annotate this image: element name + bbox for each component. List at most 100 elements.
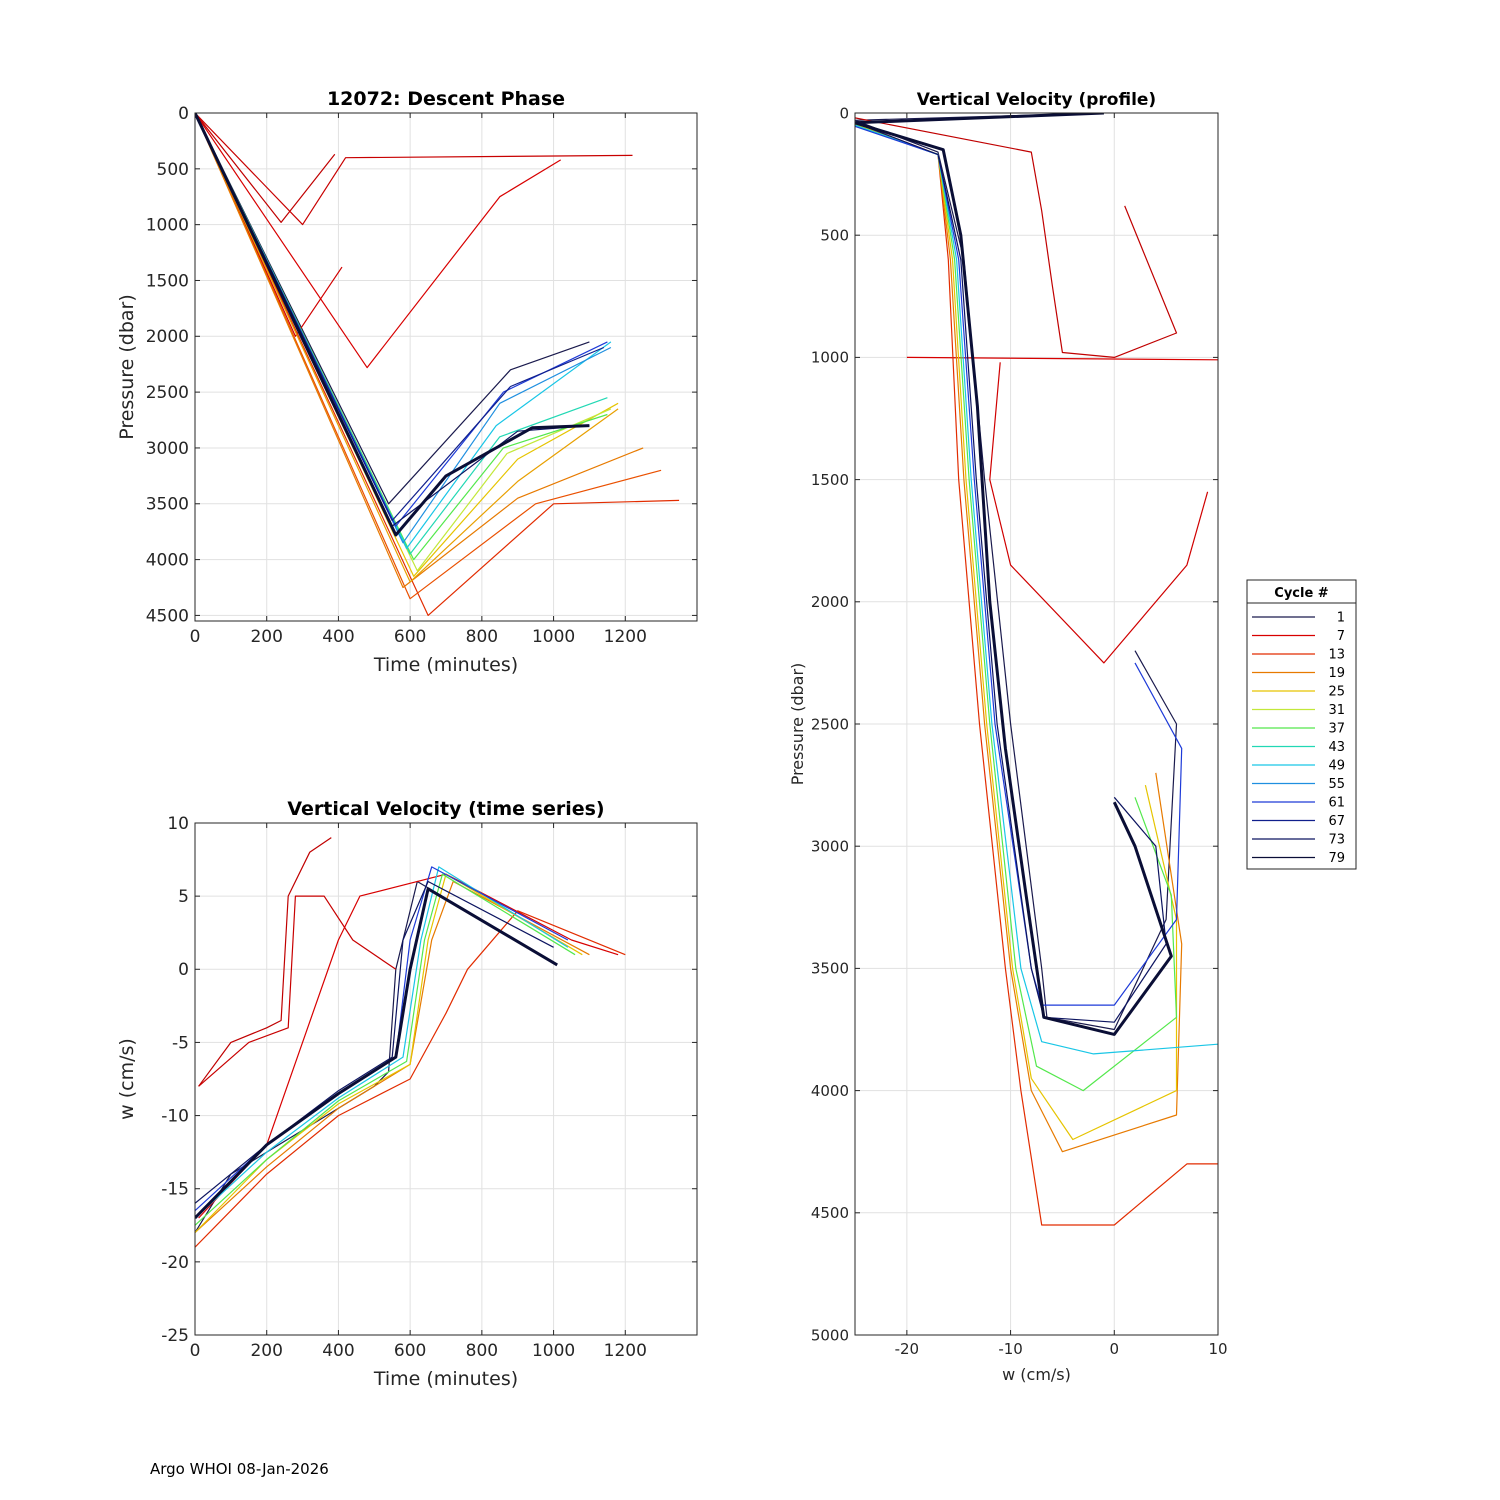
y-tick-label: 0 <box>178 960 189 980</box>
y-tick-label: 2500 <box>146 383 189 403</box>
x-tick-label: -10 <box>998 1340 1023 1358</box>
y-tick-label: -5 <box>172 1033 189 1053</box>
y-tick-label: 1000 <box>146 216 189 236</box>
y-tick-label: 500 <box>820 226 849 244</box>
y-tick-label: 3000 <box>146 439 189 459</box>
descent-phase-plot: 0 200 400 600 800 1000 1200 0 500 1000 1500 2000 250… <box>116 88 698 676</box>
y-tick-label: -25 <box>161 1326 189 1346</box>
series-line-cycle-19 <box>855 123 1183 1153</box>
y-tick-label: 1500 <box>146 271 189 291</box>
legend-label-19: 19 <box>1328 666 1345 681</box>
y-tick-label: 5000 <box>811 1326 849 1344</box>
y-tick-label: 4500 <box>146 606 189 626</box>
y-tick-label: 3000 <box>811 837 849 855</box>
series-group <box>195 113 680 617</box>
legend-label-67: 67 <box>1328 814 1345 829</box>
legend-label-55: 55 <box>1328 777 1345 792</box>
x-tick-label: 400 <box>322 627 354 647</box>
y-tick-label: 500 <box>157 160 189 180</box>
x-tick-label: 200 <box>250 1341 282 1361</box>
series-line-cycle-7 <box>195 113 562 369</box>
series-line-cycle-13 <box>195 910 626 1248</box>
y-axis-label: w (cm/s) <box>116 1038 138 1120</box>
y-tick-label: 4000 <box>146 551 189 571</box>
x-tick-label: 10 <box>1208 1340 1227 1358</box>
series-group <box>195 837 626 1248</box>
chart-title: Vertical Velocity (profile) <box>917 90 1156 110</box>
legend-label-79: 79 <box>1328 851 1345 866</box>
x-tick-label: 600 <box>394 627 426 647</box>
y-tick-label: 4000 <box>811 1082 849 1100</box>
y-tick-label: 0 <box>839 104 849 122</box>
series-group <box>855 113 1218 1226</box>
series-line-cycle-37 <box>855 124 1178 1092</box>
series-line-cycle-3 <box>855 117 1178 358</box>
series-line-cycle-13 <box>855 122 1218 1226</box>
x-axis-label: w (cm/s) <box>1002 1365 1071 1384</box>
x-tick-label: 1200 <box>604 627 647 647</box>
x-tick-label: 800 <box>466 1341 498 1361</box>
legend-label-37: 37 <box>1328 722 1345 737</box>
series-line-cycle-9 <box>989 362 1209 664</box>
series-line-cycle-49 <box>855 124 1218 1055</box>
legend-label-43: 43 <box>1328 740 1345 755</box>
x-axis-label: Time (minutes) <box>373 654 518 676</box>
y-tick-label: 1000 <box>811 349 849 367</box>
legend-label-1: 1 <box>1337 611 1345 626</box>
y-axis-label: Pressure (dbar) <box>788 663 807 786</box>
x-tick-label: 200 <box>250 627 282 647</box>
series-line-cycle-79 <box>195 113 590 537</box>
y-tick-label: 0 <box>178 104 189 124</box>
y-tick-label: 2000 <box>811 593 849 611</box>
x-tick-label: -20 <box>895 1340 920 1358</box>
legend-label-25: 25 <box>1328 685 1345 700</box>
cycle-legend: Cycle # 1 7 13 19 25 31 37 43 49 55 61 67 73 79 <box>1246 579 1357 870</box>
x-axis-label: Time (minutes) <box>373 1368 518 1390</box>
footer-credit: Argo WHOI 08-Jan-2026 <box>150 1460 329 1478</box>
plot-area <box>195 823 697 1335</box>
series-line-cycle-73 <box>855 122 1167 1023</box>
y-tick-label: -10 <box>161 1107 189 1127</box>
legend-label-61: 61 <box>1328 796 1345 811</box>
y-tick-label: 4500 <box>811 1204 849 1222</box>
x-tick-label: 0 <box>190 1341 201 1361</box>
axes-frame <box>194 112 698 622</box>
velocity-time-series-plot: 0 200 400 600 800 1000 1200 10 5 0 -5 -10 -15 -20 -25 V… <box>116 798 698 1390</box>
legend-title: Cycle # <box>1274 586 1329 601</box>
plot-area <box>195 113 697 621</box>
series-line-cycle-16 <box>195 113 662 600</box>
series-line-cycle-1 <box>195 113 590 505</box>
x-tick-label: 1000 <box>532 1341 575 1361</box>
series-line-cycle-5 <box>198 895 397 1087</box>
y-tick-label: -20 <box>161 1253 189 1273</box>
series-line-cycle-79 <box>855 113 1173 1036</box>
velocity-profile-plot: -20 -10 0 10 0 500 1000 1500 2000 2500 3000 3500 400… <box>788 90 1228 1384</box>
x-tick-label: 1000 <box>532 627 575 647</box>
legend-label-7: 7 <box>1337 629 1345 644</box>
series-line-cycle-13 <box>195 113 680 617</box>
y-tick-label: 2500 <box>811 715 849 733</box>
y-tick-label: -15 <box>161 1180 189 1200</box>
y-tick-label: 1500 <box>811 471 849 489</box>
x-tick-label: 1200 <box>604 1341 647 1361</box>
series-line-cycle-49 <box>195 866 569 1219</box>
legend-label-13: 13 <box>1328 648 1345 663</box>
y-tick-label: 2000 <box>146 327 189 347</box>
y-tick-label: 10 <box>167 814 189 834</box>
series-line-cycle-25 <box>855 123 1178 1141</box>
y-tick-label: 3500 <box>811 960 849 978</box>
y-tick-label: 3500 <box>146 495 189 515</box>
series-line-cycle-19 <box>195 113 644 589</box>
y-axis-label: Pressure (dbar) <box>116 294 138 440</box>
series-line-cycle-37 <box>195 873 576 1226</box>
y-tick-label: 5 <box>178 887 189 907</box>
x-tick-label: 0 <box>1110 1340 1120 1358</box>
legend-label-73: 73 <box>1328 833 1345 848</box>
chart-title: Vertical Velocity (time series) <box>287 798 604 820</box>
legend-label-31: 31 <box>1328 703 1345 718</box>
x-tick-label: 0 <box>190 627 201 647</box>
series-line-cycle-22 <box>195 113 619 583</box>
x-tick-label: 600 <box>394 1341 426 1361</box>
series-line-cycle-5 <box>195 113 633 226</box>
